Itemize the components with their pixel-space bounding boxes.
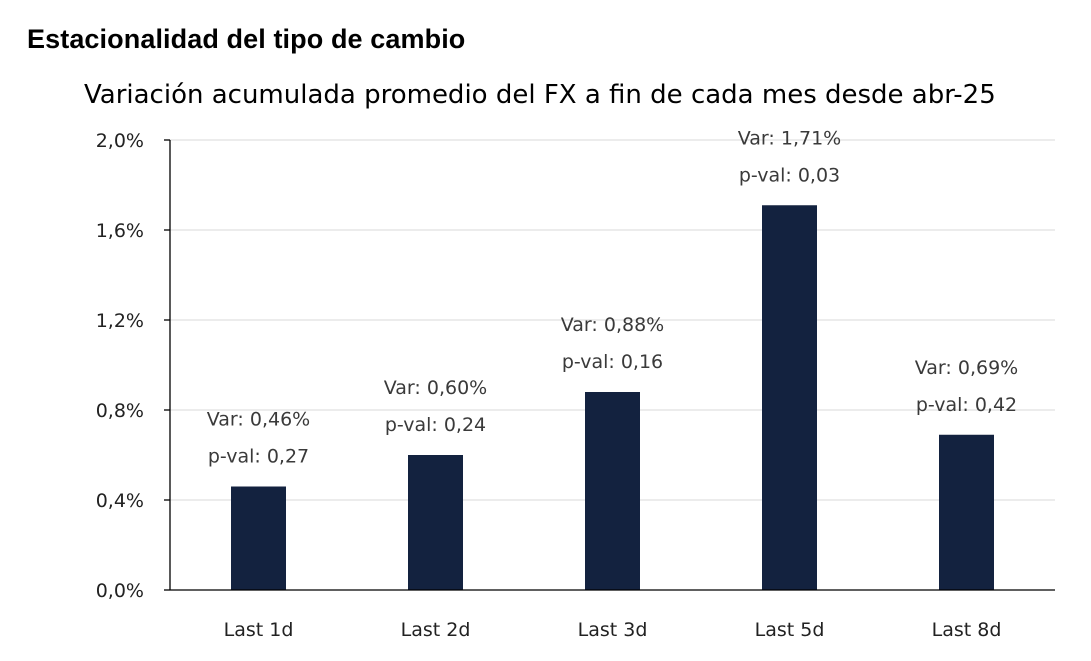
chart-title: Variación acumulada promedio del FX a fi… [84,80,996,110]
bar [939,434,994,590]
data-label-pval: p-val: 0,24 [385,414,486,436]
y-tick-label: 0,0% [96,580,144,602]
x-tick-label: Last 2d [401,619,471,641]
data-label-pval: p-val: 0,16 [562,351,663,373]
data-label-var: Var: 0,46% [207,409,310,431]
x-tick-label: Last 3d [578,619,648,641]
data-labels: Var: 0,46% p-val: 0,27 Var: 0,60% p-val: 0,… [207,127,1018,467]
y-axis-ticks: 0,0% 0,4% 0,8% 1,2% 1,6% 2,0% [96,130,170,602]
y-tick-label: 1,6% [96,220,144,242]
bars [231,205,994,590]
x-tick-label: Last 5d [755,619,825,641]
y-tick-label: 2,0% [96,130,144,152]
bar [762,205,817,590]
data-label-pval: p-val: 0,27 [208,446,309,468]
data-label-pval: p-val: 0,03 [739,164,840,186]
x-tick-label: Last 8d [932,619,1002,641]
data-label-pval: p-val: 0,42 [916,394,1017,416]
page-heading: Estacionalidad del tipo de cambio [27,24,466,54]
y-tick-label: 0,8% [96,400,144,422]
y-tick-label: 1,2% [96,310,144,332]
data-label-var: Var: 0,60% [384,377,487,399]
x-axis-ticks: Last 1d Last 2d Last 3d Last 5d Last 8d [224,619,1002,641]
data-label-var: Var: 0,88% [561,314,664,336]
bar [231,486,286,590]
bar [585,392,640,590]
bar [408,455,463,590]
y-tick-label: 0,4% [96,490,144,512]
data-label-var: Var: 0,69% [915,357,1018,379]
data-label-var: Var: 1,71% [738,127,841,149]
x-tick-label: Last 1d [224,619,294,641]
